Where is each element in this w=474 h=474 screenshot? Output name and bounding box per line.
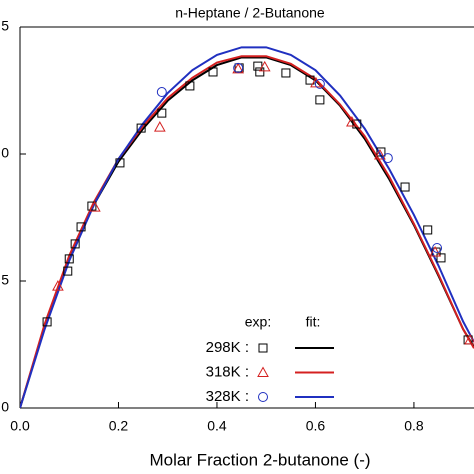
legend-header: exp: xyxy=(245,314,271,330)
point xyxy=(258,60,271,72)
x-axis-label: Molar Fraction 2-butanone (-) xyxy=(149,450,370,469)
point xyxy=(423,225,433,235)
point xyxy=(382,153,393,164)
point xyxy=(376,147,386,157)
point xyxy=(88,201,101,212)
point xyxy=(115,158,125,168)
point xyxy=(232,62,244,74)
point xyxy=(436,253,446,263)
point xyxy=(157,108,167,118)
point xyxy=(429,246,441,257)
legend-marker xyxy=(258,392,268,402)
point xyxy=(136,123,146,133)
point xyxy=(352,119,362,129)
legend-marker xyxy=(258,343,268,353)
point xyxy=(233,62,244,73)
chart-title: n-Heptane / 2-Butanone xyxy=(175,5,325,21)
point xyxy=(208,67,218,77)
point xyxy=(63,266,73,276)
y-tick-label: 5 xyxy=(1,18,9,34)
point xyxy=(400,182,410,192)
fit-line xyxy=(20,55,474,408)
y-tick-label: 0 xyxy=(1,399,9,415)
point xyxy=(374,148,386,160)
point xyxy=(156,87,167,98)
point xyxy=(185,81,195,91)
legend-label: 328K : xyxy=(206,388,249,405)
point xyxy=(76,222,86,232)
point xyxy=(87,201,97,211)
y-tick-label: 0 xyxy=(1,145,9,161)
point xyxy=(52,280,64,291)
point xyxy=(346,115,358,127)
fit-line xyxy=(20,46,474,408)
legend-header: fit: xyxy=(306,314,321,330)
y-tick-label: 5 xyxy=(1,272,9,288)
point xyxy=(70,239,80,249)
point xyxy=(464,333,474,345)
x-tick-label: 0.2 xyxy=(109,418,129,434)
x-tick-label: 0.4 xyxy=(207,418,227,434)
point xyxy=(432,242,443,253)
legend-marker xyxy=(257,366,269,377)
x-tick-label: 0.0 xyxy=(10,418,30,434)
point xyxy=(42,317,52,327)
point xyxy=(305,75,315,85)
legend-label: 318K : xyxy=(206,363,249,380)
point xyxy=(255,67,265,77)
point xyxy=(64,254,74,264)
point xyxy=(314,78,325,89)
point xyxy=(315,95,325,105)
point xyxy=(281,68,291,78)
point xyxy=(153,121,166,132)
x-tick-label: 0.6 xyxy=(306,418,326,434)
legend-label: 298K : xyxy=(206,339,249,356)
x-tick-label: 0.8 xyxy=(404,418,424,434)
